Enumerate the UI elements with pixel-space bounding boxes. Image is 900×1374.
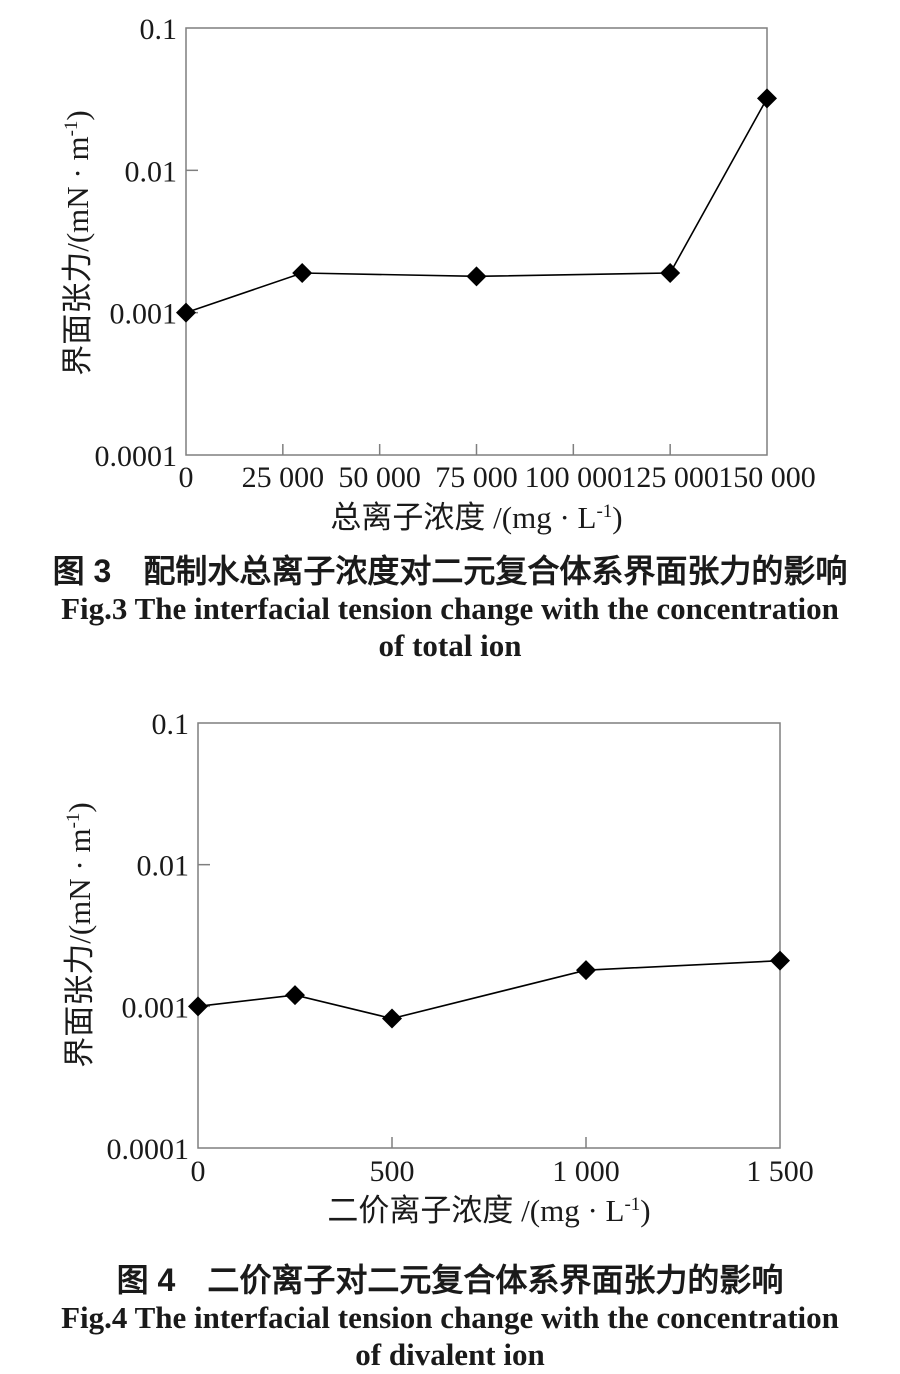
figure-4-caption-zh: 图 4 二价离子对二元复合体系界面张力的影响: [116, 1262, 784, 1298]
y-axis-label: 界面张力/(mN · m-1): [60, 110, 95, 376]
figure-3: 0 25 000 50 000 75 000 100 000 125 000 150 000…: [0, 0, 900, 664]
y-tick-label: 0.01: [125, 155, 178, 188]
data-point-marker: [466, 266, 487, 287]
figure-3-caption: 图 3 配制水总离子浓度对二元复合体系界面张力的影响 Fig.3 The int…: [0, 552, 900, 664]
data-point-marker: [382, 1008, 402, 1029]
figure-3-caption-en-line2: of total ion: [378, 628, 522, 663]
x-tick-label: 0: [179, 461, 194, 494]
y-tick-label: 0.01: [137, 850, 190, 883]
figure-3-caption-zh: 图 3 配制水总离子浓度对二元复合体系界面张力的影响: [52, 553, 848, 589]
x-tick-label: 50 000: [338, 461, 421, 494]
y-tick-label: 0.0001: [95, 440, 178, 473]
data-point-marker: [576, 960, 596, 981]
x-tick-label: 150 000: [718, 461, 816, 494]
data-point-marker: [188, 996, 208, 1017]
x-tick-label: 500: [370, 1155, 415, 1188]
x-tick-label: 75 000: [435, 461, 518, 494]
plot-frame: [185, 27, 768, 456]
data-point-marker: [660, 262, 681, 283]
fig3-total-ion-chart: 0 25 000 50 000 75 000 100 000 125 000 150 000…: [60, 13, 816, 535]
x-tick-label: 0: [191, 1155, 206, 1188]
y-tick-label: 0.001: [110, 298, 178, 331]
y-tick-label: 0.0001: [107, 1133, 190, 1166]
y-tick-label: 0.1: [140, 13, 178, 46]
figure-4: 0 500 1 000 1 500 0.1 0.01 0.001 0.0001 二价离子浓度 /…: [0, 690, 900, 1373]
fig4-divalent-ion-chart: 0 500 1 000 1 500 0.1 0.01 0.001 0.0001 二价离子浓度 /…: [62, 708, 814, 1228]
data-point-marker: [285, 985, 305, 1006]
figure-4-caption: 图 4 二价离子对二元复合体系界面张力的影响 Fig.4 The interfa…: [0, 1261, 900, 1373]
data-point-marker: [757, 88, 777, 109]
x-tick-label: 25 000: [242, 461, 325, 494]
plot-frame: [197, 722, 781, 1149]
y-tick-label: 0.1: [152, 708, 190, 741]
y-axis-label: 界面张力/(mN · m-1): [62, 802, 97, 1068]
y-tick-label: 0.001: [122, 991, 190, 1024]
data-point-marker: [292, 262, 313, 283]
data-line: [197, 959, 781, 1020]
figure-4-caption-en-line2: of divalent ion: [355, 1337, 545, 1372]
x-axis-label: 总离子浓度 /(mg · L-1): [330, 500, 622, 535]
x-tick-label: 125 000: [621, 461, 719, 494]
x-axis-label: 二价离子浓度 /(mg · L-1): [327, 1193, 650, 1228]
data-point-marker: [770, 950, 790, 971]
figure-4-caption-en-line1: Fig.4 The interfacial tension change wit…: [61, 1300, 839, 1335]
figure-3-caption-en-line1: Fig.3 The interfacial tension change wit…: [61, 591, 839, 626]
x-tick-label: 100 000: [525, 461, 623, 494]
data-point-marker: [176, 302, 196, 323]
x-tick-label: 1 000: [552, 1155, 620, 1188]
x-tick-label: 1 500: [746, 1155, 814, 1188]
